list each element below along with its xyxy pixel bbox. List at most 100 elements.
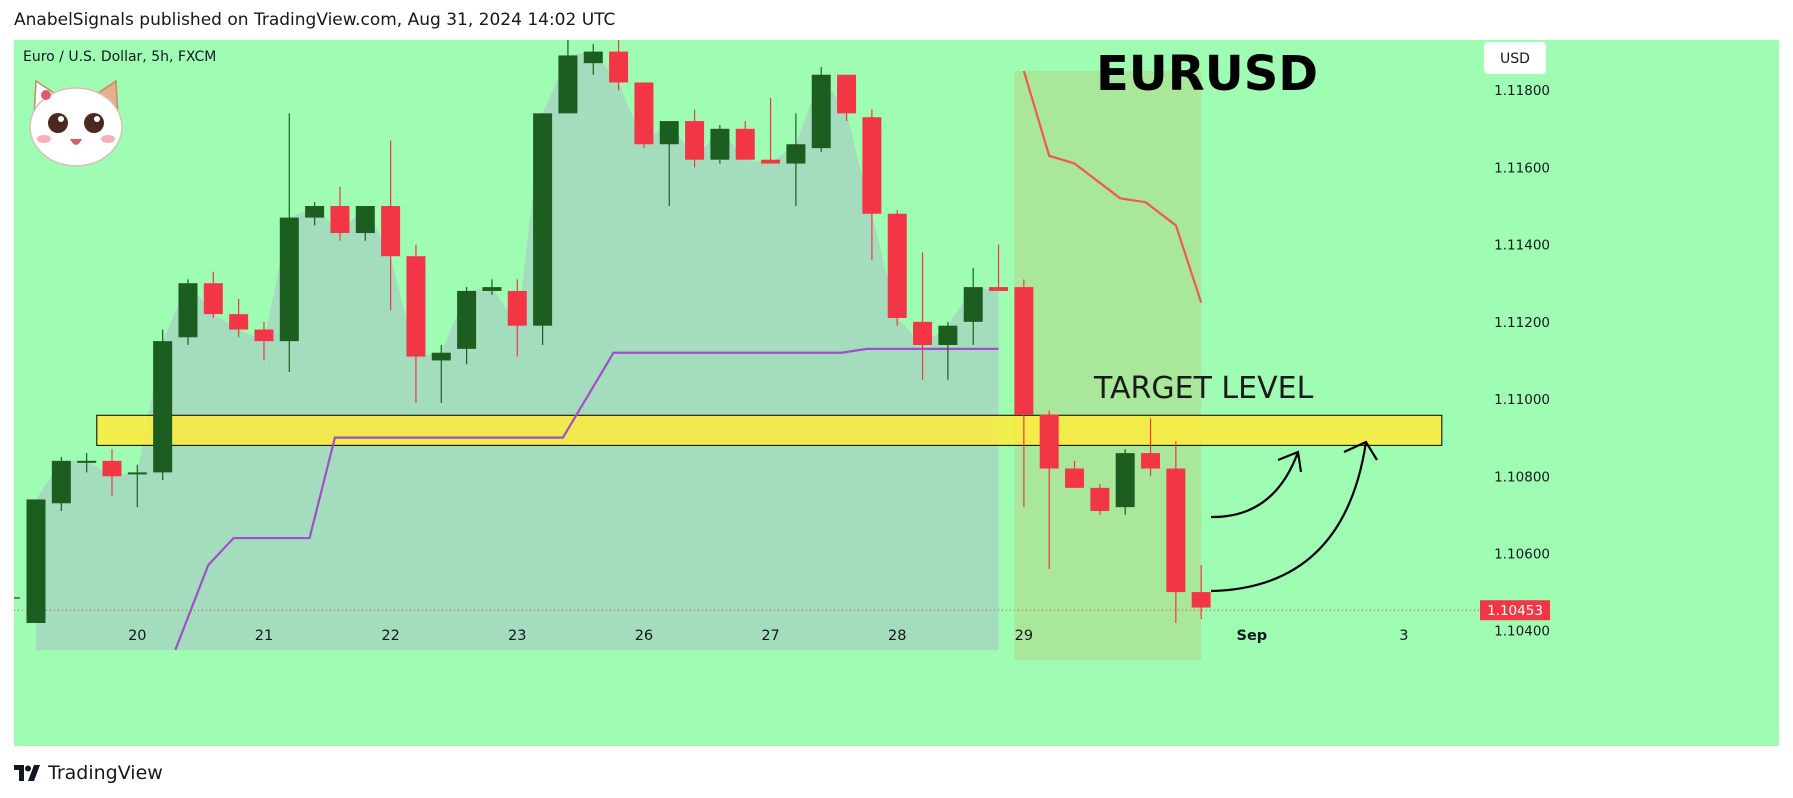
y-axis-tick: 1.10800 — [1494, 469, 1550, 485]
chart-container[interactable]: Euro / U.S. Dollar, 5h, FXCM EURUSD TARGET… — [14, 40, 1779, 746]
candle — [355, 206, 375, 241]
candle — [178, 279, 198, 345]
candle — [51, 456, 71, 512]
chart-title: EURUSD — [1096, 46, 1318, 102]
candle-body — [330, 206, 350, 234]
x-axis-label: 22 — [381, 628, 399, 644]
candle-body — [1141, 453, 1161, 469]
candle-body — [1115, 453, 1135, 508]
candle — [77, 453, 97, 473]
arrow-head — [1343, 440, 1378, 461]
target-level-label: TARGET LEVEL — [1093, 371, 1314, 406]
candle-body — [381, 206, 401, 257]
x-axis-label: 28 — [888, 628, 906, 644]
candle-body — [51, 460, 71, 504]
tradingview-branding[interactable]: TradingView — [14, 760, 163, 786]
cat-mouth — [70, 139, 82, 145]
cat-blush-left — [37, 135, 51, 143]
candle-body — [913, 321, 933, 345]
candle-body — [229, 314, 249, 330]
cat-avatar — [29, 79, 123, 167]
candle — [913, 252, 933, 380]
publisher-attribution: AnabelSignals published on TradingView.c… — [14, 10, 616, 30]
tradingview-brand-label: TradingView — [48, 762, 163, 784]
x-axis-label: 29 — [1015, 628, 1033, 644]
y-axis-tick: 1.10400 — [1494, 624, 1550, 640]
candle-body — [710, 128, 730, 160]
upward-arrow-1 — [1210, 450, 1303, 519]
x-axis-label: Sep — [1237, 628, 1268, 644]
candle-body — [862, 117, 882, 214]
cat-eye-glint-right — [94, 116, 100, 122]
x-axis-label: 3 — [1399, 628, 1408, 644]
arrow-curve — [1210, 451, 1300, 519]
upward-arrow-2 — [1210, 440, 1378, 593]
candle-body — [279, 217, 299, 342]
candle — [1090, 483, 1110, 515]
candle — [1115, 449, 1135, 515]
candle — [482, 279, 502, 295]
candle — [963, 267, 983, 345]
candle-body — [1090, 487, 1110, 512]
candle-body — [1191, 592, 1211, 608]
candle — [685, 109, 705, 168]
y-axis-tick: 1.11400 — [1494, 238, 1550, 254]
candle — [558, 40, 578, 114]
x-axis-label: 26 — [635, 628, 653, 644]
cat-eye-glint-left — [58, 116, 64, 122]
candle — [1065, 460, 1085, 488]
candle — [811, 67, 831, 152]
candle-body — [457, 290, 477, 349]
cat-eye-left — [48, 113, 68, 133]
candle-body — [254, 329, 274, 342]
cat-blush-right — [101, 135, 115, 143]
last-price-tag-label: 1.10453 — [1487, 603, 1543, 619]
candle-body — [203, 283, 223, 315]
y-axis-tick: 1.11200 — [1494, 315, 1550, 331]
candle — [938, 321, 958, 380]
candle — [330, 186, 350, 241]
candle — [26, 499, 46, 623]
candle-body — [761, 159, 781, 164]
tradingview-logo-icon — [14, 765, 40, 781]
candle — [533, 113, 553, 345]
x-axis-label: 20 — [128, 628, 146, 644]
candle — [887, 209, 907, 326]
candle — [862, 109, 882, 261]
candle — [583, 43, 603, 75]
candle-body — [406, 256, 426, 357]
purple-indicator-line — [174, 347, 999, 651]
candle — [1141, 418, 1161, 477]
candle — [659, 121, 679, 207]
candle — [989, 244, 1009, 291]
y-axis-tick: 1.11800 — [1494, 83, 1550, 99]
candle-body — [431, 352, 451, 361]
candle-body — [533, 113, 553, 326]
candle — [735, 121, 755, 160]
candle-body — [989, 287, 1009, 291]
candle — [1014, 279, 1034, 508]
candle-body — [786, 144, 806, 164]
candle — [381, 140, 401, 311]
candle — [254, 321, 274, 361]
arrow-curve — [1210, 441, 1368, 593]
last-price-tag — [1480, 600, 1550, 621]
arrow-head — [1277, 450, 1303, 473]
cat-bow — [41, 90, 51, 100]
candle — [127, 464, 147, 508]
candle-body — [887, 213, 907, 318]
candle — [229, 298, 249, 338]
currency-button[interactable]: USD — [1484, 42, 1546, 74]
candle — [457, 287, 477, 365]
currency-button-label: USD — [1500, 51, 1530, 67]
x-axis-label: 27 — [761, 628, 779, 644]
candle — [1191, 565, 1211, 620]
y-axis-tick: 1.11600 — [1494, 160, 1550, 176]
currency-button-bg — [1484, 42, 1546, 74]
candle-body — [153, 341, 173, 473]
candle-body — [634, 82, 654, 145]
candle-body — [305, 206, 325, 218]
y-axis-tick: 1.10600 — [1494, 546, 1550, 562]
candle — [786, 113, 806, 207]
price-chart[interactable]: Euro / U.S. Dollar, 5h, FXCM EURUSD TARGET… — [14, 40, 1779, 746]
